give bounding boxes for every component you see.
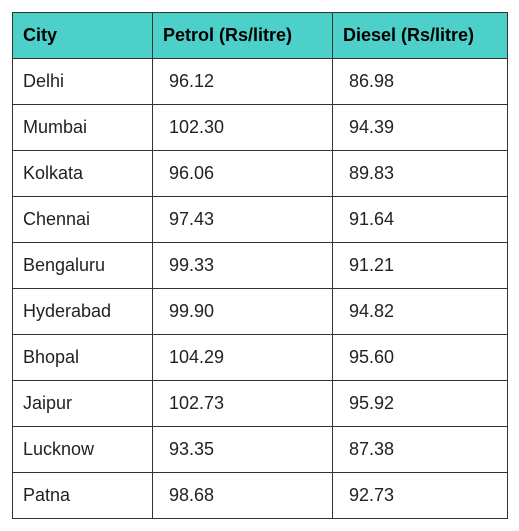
- cell-diesel: 89.83: [333, 151, 508, 197]
- cell-city: Bengaluru: [13, 243, 153, 289]
- fuel-price-table: City Petrol (Rs/litre) Diesel (Rs/litre)…: [12, 12, 508, 519]
- cell-petrol: 104.29: [153, 335, 333, 381]
- cell-diesel: 92.73: [333, 473, 508, 519]
- cell-petrol: 96.06: [153, 151, 333, 197]
- col-header-city: City: [13, 13, 153, 59]
- cell-diesel: 91.21: [333, 243, 508, 289]
- cell-petrol: 99.33: [153, 243, 333, 289]
- cell-city: Mumbai: [13, 105, 153, 151]
- cell-city: Hyderabad: [13, 289, 153, 335]
- cell-diesel: 94.82: [333, 289, 508, 335]
- cell-diesel: 91.64: [333, 197, 508, 243]
- cell-petrol: 99.90: [153, 289, 333, 335]
- cell-petrol: 93.35: [153, 427, 333, 473]
- table-body: Delhi 96.12 86.98 Mumbai 102.30 94.39 Ko…: [13, 59, 508, 519]
- cell-diesel: 95.92: [333, 381, 508, 427]
- table-header-row: City Petrol (Rs/litre) Diesel (Rs/litre): [13, 13, 508, 59]
- cell-city: Patna: [13, 473, 153, 519]
- table-row: Kolkata 96.06 89.83: [13, 151, 508, 197]
- cell-diesel: 86.98: [333, 59, 508, 105]
- table-row: Hyderabad 99.90 94.82: [13, 289, 508, 335]
- table-row: Delhi 96.12 86.98: [13, 59, 508, 105]
- table-row: Bengaluru 99.33 91.21: [13, 243, 508, 289]
- table-row: Mumbai 102.30 94.39: [13, 105, 508, 151]
- table-row: Bhopal 104.29 95.60: [13, 335, 508, 381]
- cell-petrol: 102.73: [153, 381, 333, 427]
- cell-petrol: 102.30: [153, 105, 333, 151]
- cell-city: Lucknow: [13, 427, 153, 473]
- cell-diesel: 87.38: [333, 427, 508, 473]
- cell-petrol: 96.12: [153, 59, 333, 105]
- table-row: Jaipur 102.73 95.92: [13, 381, 508, 427]
- cell-city: Jaipur: [13, 381, 153, 427]
- cell-petrol: 98.68: [153, 473, 333, 519]
- cell-diesel: 95.60: [333, 335, 508, 381]
- cell-city: Chennai: [13, 197, 153, 243]
- table-row: Lucknow 93.35 87.38: [13, 427, 508, 473]
- table-row: Chennai 97.43 91.64: [13, 197, 508, 243]
- col-header-petrol: Petrol (Rs/litre): [153, 13, 333, 59]
- cell-city: Bhopal: [13, 335, 153, 381]
- table-row: Patna 98.68 92.73: [13, 473, 508, 519]
- col-header-diesel: Diesel (Rs/litre): [333, 13, 508, 59]
- cell-petrol: 97.43: [153, 197, 333, 243]
- cell-city: Kolkata: [13, 151, 153, 197]
- cell-diesel: 94.39: [333, 105, 508, 151]
- cell-city: Delhi: [13, 59, 153, 105]
